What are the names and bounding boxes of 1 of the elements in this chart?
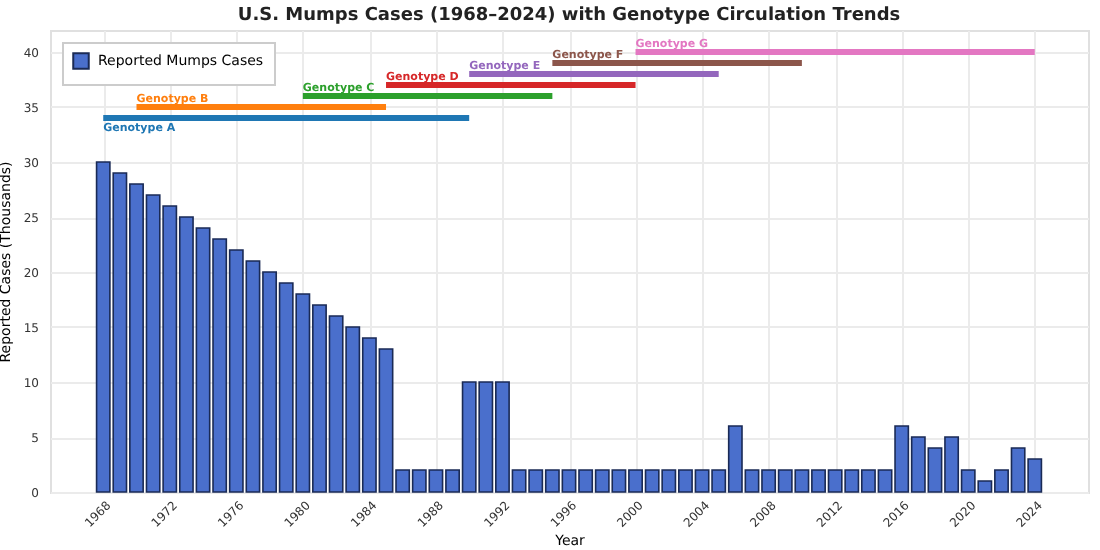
chart-title: U.S. Mumps Cases (1968–2024) with Genotype Circulation Trends	[237, 6, 901, 26]
